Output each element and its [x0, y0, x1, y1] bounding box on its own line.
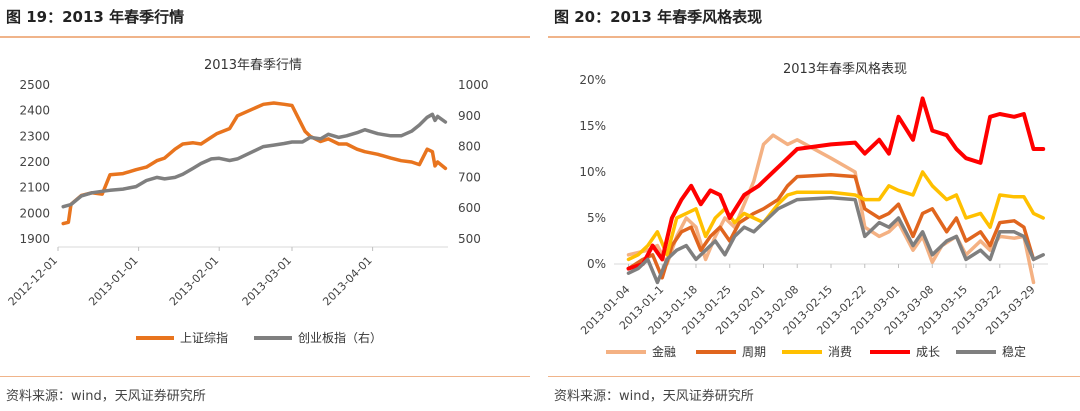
x-tick-label: 2012-12-01	[6, 254, 60, 308]
x-tick-label: 2013-01-01	[86, 254, 140, 308]
legend-label: 周期	[742, 345, 766, 359]
source-note: 资料来源：wind，天风证券研究所	[554, 389, 754, 404]
chart-title: 2013年春季风格表现	[783, 61, 907, 77]
title-divider	[0, 36, 530, 38]
x-tick-label: 2013-02-01	[167, 254, 221, 308]
y-tick-label: 5%	[587, 211, 606, 225]
y-tick-label: 0%	[587, 257, 606, 271]
source-note: 资料来源：wind，天风证券研究所	[6, 389, 206, 404]
figure-20-panel: 图 20：2013 年春季风格表现 2013年春季风格表现 0% 5% 10% 15% 2…	[548, 0, 1080, 411]
series-line-financial	[626, 133, 1036, 285]
y-tick-label: 20%	[579, 73, 606, 87]
legend-label: 金融	[652, 344, 676, 359]
chart-2013-spring-style: 2013年春季风格表现0%5%10%15%20%2013-01-042013-0…	[578, 61, 1048, 359]
series-line-consumer	[626, 170, 1045, 262]
series-line-chinext	[61, 112, 448, 209]
title-divider	[548, 36, 1080, 38]
legend-label: 成长	[916, 345, 940, 359]
x-tick-label: 2013-03-01	[240, 254, 294, 308]
y-left-tick-label: 2300	[19, 129, 50, 143]
figure-19-panel: 图 19：2013 年春季行情 2013年春季行情 1900 2000 2100 220…	[0, 0, 530, 411]
y-right-tick-label: 600	[458, 201, 481, 215]
source-divider	[548, 376, 1080, 377]
legend-label: 消费	[828, 345, 852, 359]
y-left-tick-label: 2500	[19, 78, 50, 92]
y-left-tick-label: 1900	[19, 232, 50, 246]
y-right-tick-label: 500	[458, 232, 481, 246]
x-tick-label: 2013-04-01	[320, 254, 374, 308]
y-left-tick-label: 2100	[19, 181, 50, 195]
chart-2013-spring-market: 2013年春季行情 1900 2000 2100 2200 2300 2400 2500 500…	[6, 58, 489, 345]
y-left-tick-label: 2400	[19, 104, 50, 118]
legend-label: 创业板指（右）	[298, 330, 382, 345]
chart-title: 2013年春季行情	[204, 58, 302, 73]
series-line-growth	[626, 96, 1046, 271]
y-right-tick-label: 900	[458, 109, 481, 123]
figure-title: 图 20：2013 年春季风格表现	[554, 8, 763, 26]
y-left-tick-label: 2200	[19, 155, 50, 169]
figure-title: 图 19：2013 年春季行情	[6, 8, 185, 26]
y-right-tick-label: 700	[458, 170, 481, 184]
source-divider	[0, 376, 530, 377]
y-tick-label: 15%	[579, 119, 606, 133]
y-right-tick-label: 800	[458, 140, 481, 154]
y-tick-label: 10%	[579, 165, 606, 179]
series-line-cyclical	[626, 173, 1036, 280]
legend-label: 稳定	[1002, 344, 1026, 359]
y-left-tick-label: 2000	[19, 206, 50, 220]
series-line-stable	[626, 196, 1045, 285]
legend-label: 上证综指	[180, 330, 228, 345]
y-right-tick-label: 1000	[458, 78, 489, 92]
series-line-shanghai-composite	[61, 101, 448, 226]
